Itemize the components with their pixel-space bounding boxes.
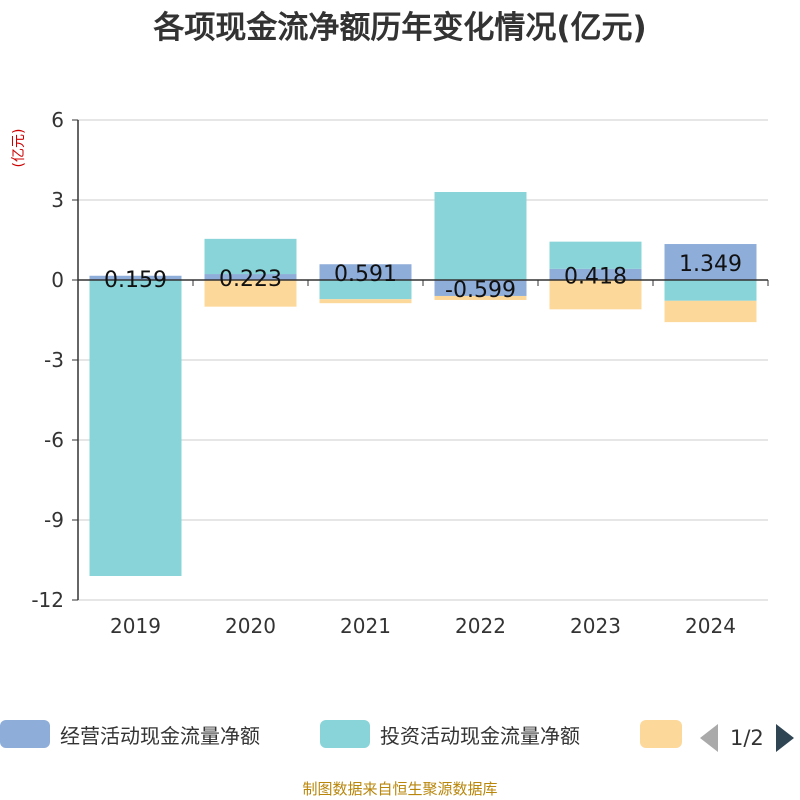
bar-series1-2020[interactable] (204, 274, 297, 280)
bar-series2-2023[interactable] (549, 241, 642, 269)
bar-series1-2021[interactable] (319, 264, 412, 280)
legend-pager: 1/2 (700, 720, 794, 756)
legend-item-operating[interactable]: 经营活动现金流量净额 (0, 716, 260, 752)
y-tick-label: -3 (44, 348, 64, 372)
data-label: 0.591 (334, 262, 397, 287)
data-labels: 0.159 0.223 0.591 -0.599 0.418 1.349 (104, 252, 742, 303)
axes (72, 119, 769, 601)
legend-label-operating: 经营活动现金流量净额 (60, 723, 260, 748)
bar-series1-2024[interactable] (664, 244, 757, 280)
x-tick-label: 2024 (685, 614, 736, 638)
bar-series2-2021[interactable] (319, 280, 412, 300)
bar-series1-2019[interactable] (89, 275, 182, 280)
bar-series1-2023[interactable] (549, 268, 642, 280)
data-label: 0.418 (564, 264, 627, 289)
bars (89, 192, 757, 576)
y-tick-label: 3 (51, 188, 64, 212)
x-tick-label: 2021 (340, 614, 391, 638)
bar-series3-2020[interactable] (204, 280, 297, 307)
bar-series2-2019[interactable] (89, 280, 182, 576)
bar-series1-2022[interactable] (434, 280, 527, 296)
data-label: -0.599 (445, 278, 516, 303)
legend-item-financing[interactable] (640, 716, 692, 752)
legend-swatch-operating (0, 720, 50, 748)
bar-series2-2024[interactable] (664, 280, 757, 301)
x-tick-label: 2019 (110, 614, 161, 638)
chart-title: 各项现金流净额历年变化情况(亿元) (152, 10, 646, 46)
y-axis-label: (亿元) (11, 129, 27, 168)
bar-series3-2023[interactable] (549, 280, 642, 310)
legend-swatch-investing (320, 720, 370, 748)
bar-series3-2022[interactable] (434, 295, 527, 300)
legend: 经营活动现金流量净额 投资活动现金流量净额 1/2 (0, 716, 800, 756)
y-tick-label: -9 (44, 508, 64, 532)
bar-series2-2020[interactable] (204, 238, 297, 275)
data-label: 0.159 (104, 268, 167, 293)
y-tick-label: -12 (31, 588, 64, 612)
x-tick-label: 2023 (570, 614, 621, 638)
bar-series3-2021[interactable] (319, 299, 412, 304)
bar-series3-2024[interactable] (664, 300, 757, 323)
x-tick-label: 2022 (455, 614, 506, 638)
y-tick-label: 6 (51, 108, 64, 132)
y-tick-label: -6 (44, 428, 64, 452)
data-label: 0.223 (219, 267, 282, 292)
pager-prev-icon[interactable] (700, 724, 718, 752)
bar-series2-2022[interactable] (434, 192, 527, 280)
data-label: 1.349 (679, 252, 742, 277)
pager-next-icon[interactable] (775, 724, 794, 752)
legend-swatch-financing (640, 720, 682, 748)
pager-page-indicator: 1/2 (730, 726, 764, 750)
legend-item-investing[interactable]: 投资活动现金流量净额 (320, 716, 580, 752)
tick-labels: 6 3 0 -3 -6 -9 -12 2019 2020 2021 2022 2023 2024 (31, 108, 736, 638)
x-tick-label: 2020 (225, 614, 276, 638)
legend-label-investing: 投资活动现金流量净额 (380, 723, 580, 748)
data-source-note: 制图数据来自恒生聚源数据库 (302, 780, 498, 798)
y-tick-label: 0 (51, 268, 64, 292)
